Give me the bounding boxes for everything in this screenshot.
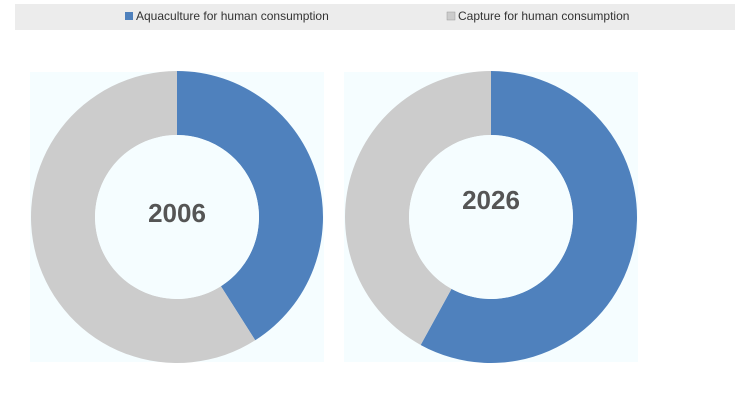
donut-hole [409,135,573,299]
legend-swatch [125,12,133,20]
legend-swatch [446,11,456,21]
donut-hole [95,135,259,299]
legend-label: Aquaculture for human consumption [136,9,329,23]
donut-segment [345,71,491,345]
donut-segment [177,71,324,341]
legend-label: Capture for human consumption [458,9,629,23]
donut-segment [30,71,256,363]
donut-center-label: 2006 [148,198,206,228]
donut-segment [420,71,638,364]
legend-band [15,4,735,30]
donut-center-label: 2026 [462,185,520,215]
